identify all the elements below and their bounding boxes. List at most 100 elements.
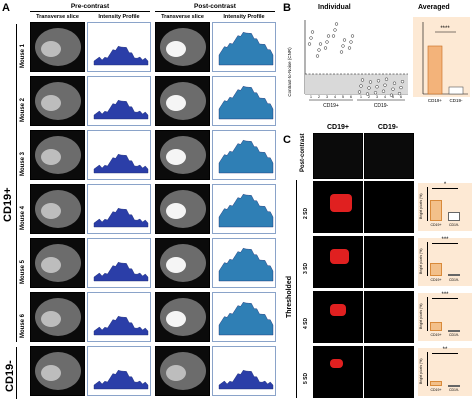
mouse-tick: 4 bbox=[384, 95, 386, 99]
bar-category-label: CD19+ bbox=[430, 223, 442, 227]
panel-b-chart: Contrast-to-Noise (CNR) CD19+ CD19- 1 2 3 4… bbox=[287, 17, 470, 109]
bar-category-label: CD19- bbox=[448, 223, 460, 227]
group-bracket-cd19pos bbox=[16, 24, 17, 342]
row-label-mouse-5: Mouse 5 bbox=[20, 259, 26, 284]
row-label-mouse-4: Mouse 4 bbox=[20, 205, 26, 230]
post-contrast-header: Post-contrast bbox=[194, 3, 236, 10]
data-point bbox=[367, 86, 371, 90]
bar-cd19neg bbox=[448, 329, 460, 332]
transverse-slice-r3-c1 bbox=[30, 130, 85, 180]
threshold-cd19pos-2 bbox=[313, 236, 363, 288]
data-point bbox=[347, 46, 352, 50]
mri-organ bbox=[41, 203, 61, 219]
intensity-profile-r2-c4 bbox=[212, 76, 276, 126]
row-label-mouse-3: Mouse 3 bbox=[20, 151, 26, 176]
data-point bbox=[318, 42, 323, 46]
threshold-bar-chart-2: CD19+ CD19- Bright pixels (%) *** bbox=[418, 237, 472, 286]
pre-contrast-header: Pre-contrast bbox=[70, 3, 110, 10]
mri-organ bbox=[41, 41, 61, 57]
intensity-profile-r1-c2 bbox=[87, 22, 151, 72]
data-point bbox=[350, 34, 355, 38]
data-point bbox=[375, 85, 379, 89]
profile-surface bbox=[93, 45, 149, 66]
panel-c-thresholded: Thresholded bbox=[286, 275, 293, 318]
mouse-tick: 4 bbox=[334, 95, 336, 99]
transverse-slice-r7-c3 bbox=[155, 346, 210, 396]
mri-organ bbox=[41, 257, 61, 273]
threshold-bar-chart-3: CD19+ CD19- Bright pixels (%) *** bbox=[418, 292, 472, 341]
panel-a-letter: A bbox=[2, 2, 10, 14]
intensity-profile-r4-c2 bbox=[87, 184, 151, 234]
data-point bbox=[341, 44, 345, 48]
bar-y-label: Bright pixels (%) bbox=[419, 193, 423, 219]
intensity-profile-r5-c2 bbox=[87, 238, 151, 288]
profile-surface bbox=[93, 369, 149, 390]
intensity-profile-r6-c2 bbox=[87, 292, 151, 342]
intensity-profile-header-pre: Intensity Profile bbox=[98, 14, 140, 20]
transverse-slice-r5-c3 bbox=[155, 238, 210, 288]
panel-c-cd19pos-mri bbox=[313, 133, 363, 179]
group-bracket-cd19neg bbox=[16, 347, 17, 399]
data-point bbox=[397, 91, 402, 96]
panel-c-letter: C bbox=[283, 134, 291, 146]
data-point bbox=[315, 54, 320, 58]
row-label-mouse-2: Mouse 2 bbox=[20, 97, 26, 122]
bar-y-axis bbox=[427, 297, 428, 331]
data-point bbox=[381, 89, 386, 93]
intensity-profile-r1-c4 bbox=[212, 22, 276, 72]
bar-significance: * bbox=[432, 182, 458, 189]
mri-organ bbox=[166, 365, 186, 381]
mri-organ bbox=[166, 257, 186, 273]
mri-organ bbox=[166, 203, 186, 219]
mouse-tick: 5 bbox=[342, 95, 344, 99]
group-label-cd19neg: CD19- bbox=[4, 360, 16, 392]
profile-surface bbox=[93, 99, 149, 120]
bar-category-label: CD19+ bbox=[430, 333, 442, 337]
bar-cd19pos bbox=[430, 263, 442, 276]
panel-b-cd19neg-label: CD19- bbox=[374, 103, 389, 109]
mouse-tick: 5 bbox=[392, 95, 394, 99]
data-point bbox=[360, 78, 365, 82]
transverse-slice-r4-c3 bbox=[155, 184, 210, 234]
data-point bbox=[400, 79, 405, 84]
mouse-tick: 6 bbox=[350, 95, 352, 99]
averaged-title: Averaged bbox=[418, 4, 450, 11]
data-point bbox=[325, 40, 329, 44]
bright-pixel-region bbox=[330, 359, 343, 368]
transverse-slice-r7-c1 bbox=[30, 346, 85, 396]
bar-category-label: CD19+ bbox=[430, 278, 442, 282]
bar-category-label: CD19+ bbox=[430, 388, 442, 392]
mouse-tick: 2 bbox=[368, 95, 370, 99]
mri-organ bbox=[41, 95, 61, 111]
profile-surface bbox=[93, 315, 149, 336]
data-point bbox=[376, 79, 381, 83]
mri-organ bbox=[41, 311, 61, 327]
transverse-slice-r4-c1 bbox=[30, 184, 85, 234]
data-point bbox=[392, 81, 397, 85]
threshold-cd19pos-4 bbox=[313, 346, 363, 398]
data-point bbox=[334, 22, 339, 26]
bar-y-axis bbox=[427, 242, 428, 276]
threshold-bar-chart-4: CD19+ CD19- Bright pixels (%) ** bbox=[418, 347, 472, 396]
noise-band bbox=[305, 74, 408, 94]
profile-surface bbox=[93, 207, 149, 228]
data-point bbox=[326, 34, 331, 38]
mouse-tick: 2 bbox=[318, 95, 320, 99]
transverse-slice-r5-c1 bbox=[30, 238, 85, 288]
bar-significance: ** bbox=[432, 347, 458, 354]
bar-y-label: Bright pixels (%) bbox=[419, 248, 423, 274]
intensity-profile-r3-c4 bbox=[212, 130, 276, 180]
intensity-profile-r6-c4 bbox=[212, 292, 276, 342]
threshold-cd19neg-4 bbox=[364, 346, 414, 398]
data-point bbox=[359, 84, 363, 88]
bar-category-label: CD19- bbox=[448, 388, 460, 392]
profile-surface bbox=[218, 85, 274, 120]
sd-row-label: 3 SD bbox=[303, 262, 309, 274]
mouse-tick: 6 bbox=[400, 95, 402, 99]
profile-surface bbox=[218, 31, 274, 66]
bar-cd19pos bbox=[430, 322, 442, 331]
mri-organ bbox=[166, 41, 186, 57]
mri-organ bbox=[166, 311, 186, 327]
profile-surface bbox=[218, 139, 274, 174]
data-point bbox=[331, 34, 336, 38]
